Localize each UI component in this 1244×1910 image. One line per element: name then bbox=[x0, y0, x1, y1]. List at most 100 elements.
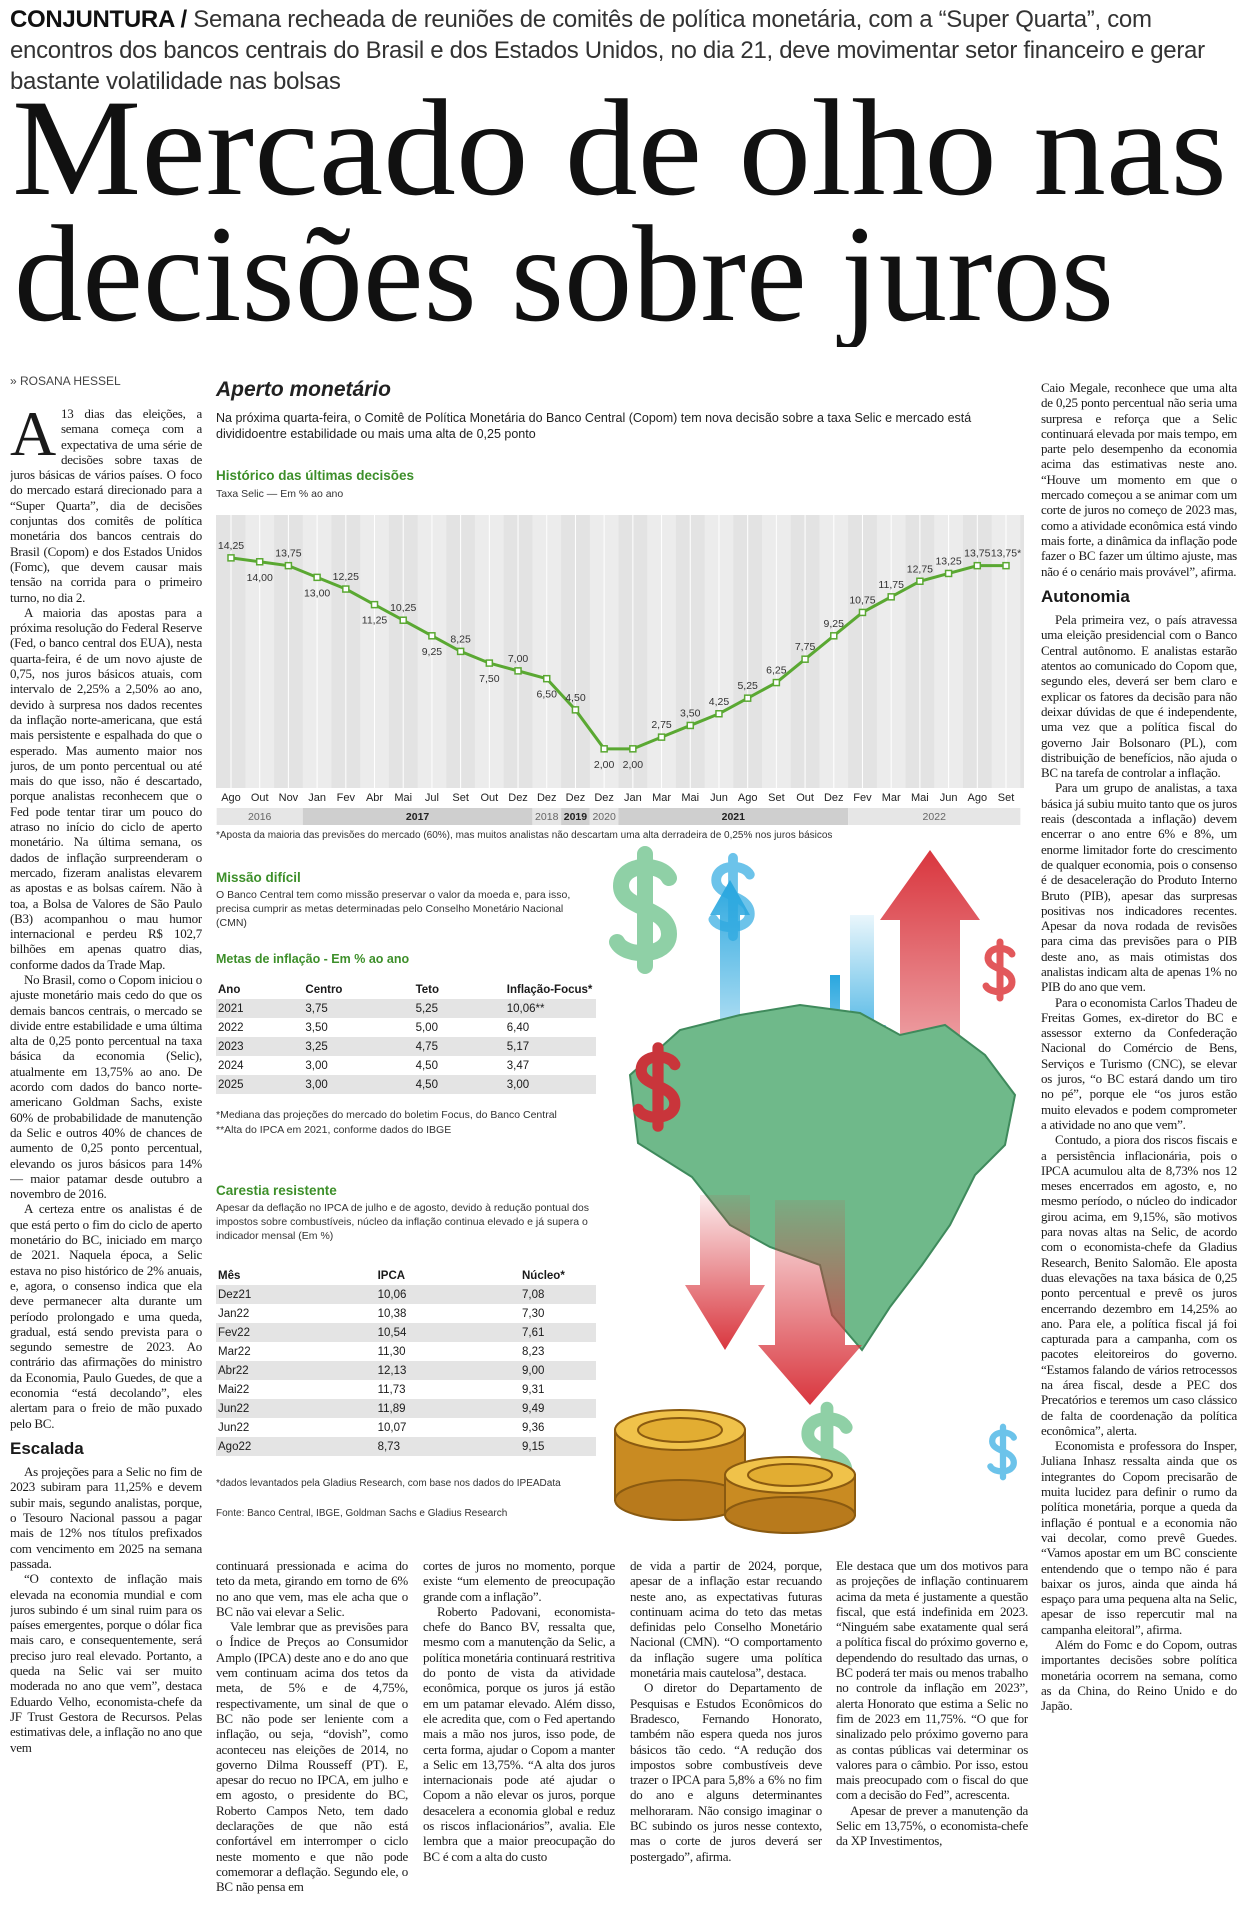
point bbox=[686, 721, 695, 730]
illustration bbox=[609, 846, 1017, 1534]
table-cell: Jan22 bbox=[218, 1307, 250, 1320]
line-chart: Ago Out Nov Jan Fev Abr Mai Jul Set Out Dez Dez Dez D… bbox=[216, 515, 1024, 825]
x-tick-label: Dez bbox=[508, 792, 528, 804]
paragraph: continuará pressionada e acima do teto d… bbox=[216, 1558, 408, 1619]
year-band bbox=[589, 808, 619, 825]
left-column: A 13 dias das eleições, a semana começa c… bbox=[10, 406, 202, 1906]
year-label: 2021 bbox=[722, 811, 746, 823]
table-row: Jun22 10,07 9,36 bbox=[216, 1418, 596, 1437]
column-header: Teto bbox=[415, 983, 439, 996]
chart-title: Histórico das últimas decisões bbox=[216, 468, 415, 483]
column-header: Inflação-Focus* bbox=[506, 983, 593, 996]
table-note: *dados levantados pela Gladius Research,… bbox=[216, 1478, 561, 1489]
x-tick-label: Mai bbox=[911, 792, 929, 804]
table-cell: 9,15 bbox=[519, 1437, 596, 1456]
table-row: 2021 3,75 5,25 10,06** bbox=[216, 999, 596, 1018]
point bbox=[428, 632, 436, 640]
x-tick-label: Ago bbox=[968, 792, 988, 804]
point bbox=[456, 647, 465, 656]
table-cell: Mai22 bbox=[218, 1383, 250, 1396]
paragraph: Caio Megale, reconhece que uma alta de 0… bbox=[1041, 380, 1237, 579]
x-tick-label: Dez bbox=[566, 792, 586, 804]
bottom-column: de vida a partir de 2024, porque, apesar… bbox=[630, 1558, 822, 1908]
table-cell: 9,00 bbox=[519, 1361, 596, 1380]
table-cell: 3,00 bbox=[305, 1059, 328, 1072]
year-band bbox=[848, 808, 1021, 825]
paragraph: As projeções para a Selic no fim de 2023… bbox=[10, 1464, 202, 1571]
paragraph: cortes de juros no momento, porque exist… bbox=[423, 1558, 615, 1604]
table-cell: 2021 bbox=[216, 999, 304, 1018]
year-band bbox=[618, 808, 849, 825]
point bbox=[973, 561, 982, 570]
section-text: Apesar da deflação no IPCA de julho e de… bbox=[216, 1202, 590, 1242]
x-tick-label: Dez bbox=[824, 792, 844, 804]
paragraph: Pela primeira vez, o país atravessa uma … bbox=[1041, 612, 1237, 781]
data-label: 13,25 bbox=[935, 555, 961, 567]
table-cell: Ago22 bbox=[216, 1437, 376, 1456]
infographic-title: Aperto monetário bbox=[216, 378, 392, 401]
paragraph: No Brasil, como o Copom iniciou o ajuste… bbox=[10, 971, 202, 1202]
x-tick-label: Set bbox=[998, 792, 1015, 804]
targets-table-wrap: Ano Centro Teto Inflação-Focus* 2021 3,75 5,25… bbox=[216, 980, 596, 1094]
point bbox=[342, 585, 350, 593]
x-tick-label: Fev bbox=[337, 792, 356, 804]
table-row: Fev22 10,54 7,61 bbox=[216, 1323, 596, 1342]
table-cell: 3,75 bbox=[303, 999, 414, 1018]
point bbox=[715, 710, 723, 718]
section-title: Carestia resistente bbox=[216, 1183, 337, 1198]
year-label: 2016 bbox=[248, 811, 272, 823]
year-label: 2018 bbox=[535, 811, 559, 823]
table-cell: Jun22 bbox=[216, 1399, 376, 1418]
bottom-column: continuará pressionada e acima do teto d… bbox=[216, 1558, 408, 1908]
table-cell: 5,00 bbox=[415, 1021, 438, 1034]
headline-line: decisões sobre juros bbox=[14, 197, 1114, 347]
point bbox=[542, 674, 551, 683]
x-tick-label: Ago bbox=[738, 792, 758, 804]
year-band bbox=[302, 808, 533, 825]
point bbox=[629, 745, 637, 753]
year-band bbox=[216, 808, 303, 825]
table-cell: 8,73 bbox=[375, 1437, 520, 1456]
data-label: 13,00 bbox=[304, 587, 330, 599]
coins bbox=[614, 1409, 856, 1534]
data-table: Ano Centro Teto Inflação-Focus* 2021 3,75 5,25… bbox=[216, 980, 596, 1094]
table-row: Mar22 11,30 8,23 bbox=[216, 1342, 596, 1361]
table-title: Metas de inflação - Em % ao ano bbox=[216, 952, 410, 966]
column-header: Mês bbox=[218, 1269, 241, 1282]
series-line bbox=[230, 556, 1006, 751]
table-cell: 10,06** bbox=[504, 999, 596, 1018]
table-cell: 9,31 bbox=[521, 1383, 545, 1396]
table-note: **Alta do IPCA em 2021, conforme dados d… bbox=[216, 1124, 452, 1136]
table-header-row: Mês IPCA Núcleo* bbox=[216, 1266, 596, 1285]
table-cell: 5,17 bbox=[504, 1037, 596, 1056]
paragraph: A certeza entre os analistas é de que es… bbox=[10, 1201, 202, 1431]
year-label: 2020 bbox=[592, 811, 616, 823]
headline-line: Mercado de olho nas bbox=[12, 72, 1227, 224]
data-label: 2,75 bbox=[651, 719, 672, 731]
paragraph: Para um grupo de analistas, a taxa básic… bbox=[1041, 780, 1237, 995]
data-label: 7,00 bbox=[508, 653, 529, 665]
table-cell: 2023 bbox=[216, 1037, 304, 1056]
data-label: 11,25 bbox=[362, 615, 388, 627]
x-tick-label: Dez bbox=[594, 792, 614, 804]
point bbox=[255, 558, 264, 566]
point bbox=[600, 745, 608, 753]
x-tick-label: Jan bbox=[308, 792, 326, 804]
table-row: Jun22 11,89 9,49 bbox=[216, 1399, 596, 1418]
point bbox=[916, 577, 924, 585]
x-tick-label: Jun bbox=[940, 792, 958, 804]
point bbox=[227, 554, 235, 562]
x-tick-label: Mar bbox=[652, 792, 671, 804]
point bbox=[1002, 561, 1010, 570]
point bbox=[284, 561, 293, 570]
byline: » ROSANA HESSEL bbox=[10, 374, 121, 388]
table-cell: Abr22 bbox=[216, 1361, 376, 1380]
table-cell: Dez21 bbox=[216, 1285, 376, 1304]
kicker: CONJUNTURA / Semana recheada de reuniões… bbox=[10, 4, 1236, 97]
paragraph: Economista e professora do Insper, Julia… bbox=[1041, 1438, 1237, 1637]
data-label: 9,25 bbox=[422, 646, 443, 658]
x-tick-label: Dez bbox=[537, 792, 557, 804]
data-label: 6,25 bbox=[766, 665, 787, 677]
data-label: 3,50 bbox=[680, 707, 701, 719]
x-tick-label: Nov bbox=[279, 792, 299, 804]
